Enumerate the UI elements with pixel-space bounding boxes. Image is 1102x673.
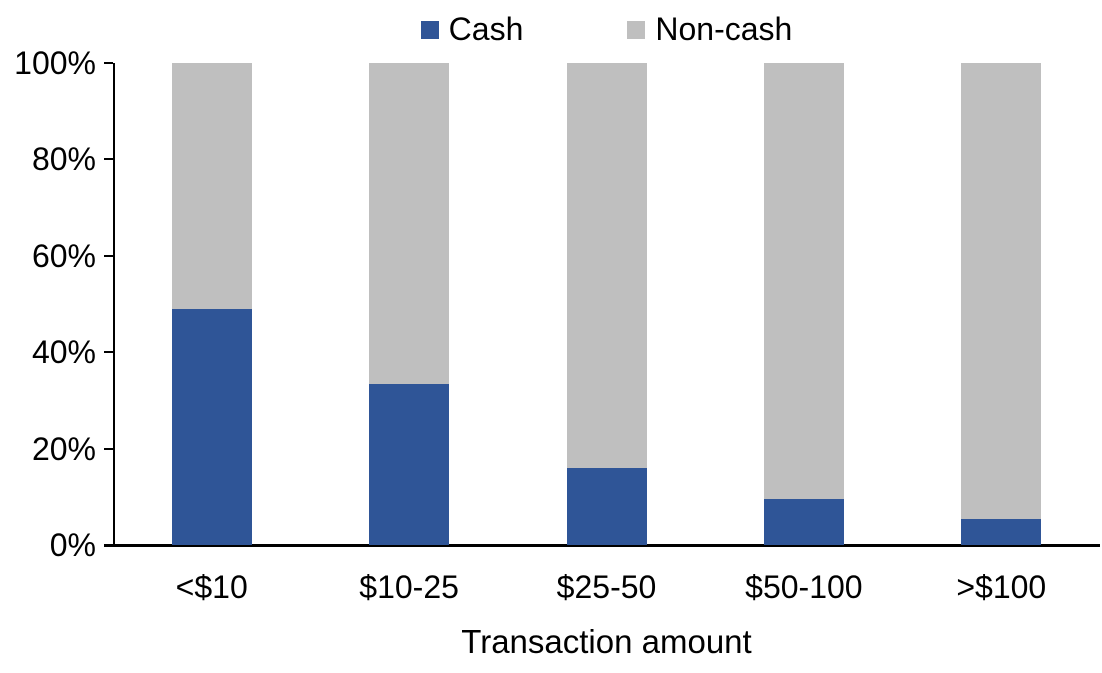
y-axis-tick (104, 447, 113, 450)
y-axis-tick-label: 40% (31, 334, 96, 371)
x-axis-title: Transaction amount (461, 623, 752, 660)
legend-swatch-icon (627, 21, 646, 39)
bar-segment-non-cash-25-50 (566, 63, 647, 468)
y-axis-tick (104, 62, 113, 64)
x-axis-tick-label: $10-25 (359, 569, 459, 605)
bar-segment-cash-10 (171, 308, 252, 545)
y-axis-tick-label: 80% (31, 141, 96, 178)
bar-segment-cash-50-100 (763, 499, 844, 545)
y-axis-tick (104, 544, 113, 546)
legend-item-cash: Cash (420, 11, 524, 48)
bar-segment-cash-10-25 (369, 383, 450, 545)
y-axis-tick-label: 0% (49, 527, 96, 563)
bar-segment-non-cash-10-25 (369, 63, 450, 384)
y-axis-line (113, 63, 115, 547)
x-axis-tick-label: >$100 (956, 569, 1047, 605)
legend-label: Cash (448, 11, 524, 48)
bar-segment-cash-25-50 (566, 467, 647, 545)
y-axis-tick (104, 351, 113, 354)
bar-segment-non-cash-10 (171, 63, 252, 309)
x-axis-tick-label: $25-50 (556, 569, 657, 605)
y-axis-tick-label: 100% (14, 45, 96, 81)
bar-segment-non-cash-50-100 (763, 63, 844, 500)
y-axis-tick (104, 158, 113, 161)
x-axis-line (104, 544, 1100, 547)
legend-swatch-icon (420, 21, 439, 39)
x-axis-tick-label: <$10 (175, 569, 248, 605)
legend-item-non-cash: Non-cash (627, 12, 792, 47)
legend-label: Non-cash (655, 11, 793, 48)
x-axis-tick-label: $50-100 (745, 569, 863, 605)
plot-area: 0% 20% 40% 60% 80% 100% <$10 $10-25 $25-50 $50-10… (14, 46, 1100, 604)
y-axis-tick-label: 60% (31, 237, 96, 274)
y-axis-tick-label: 20% (31, 430, 96, 467)
bar-segment-non-cash-100 (961, 63, 1042, 519)
y-axis-tick (104, 254, 113, 257)
chart-legend: Cash Non-cash (113, 8, 1100, 52)
bar-segment-cash-100 (961, 518, 1042, 545)
